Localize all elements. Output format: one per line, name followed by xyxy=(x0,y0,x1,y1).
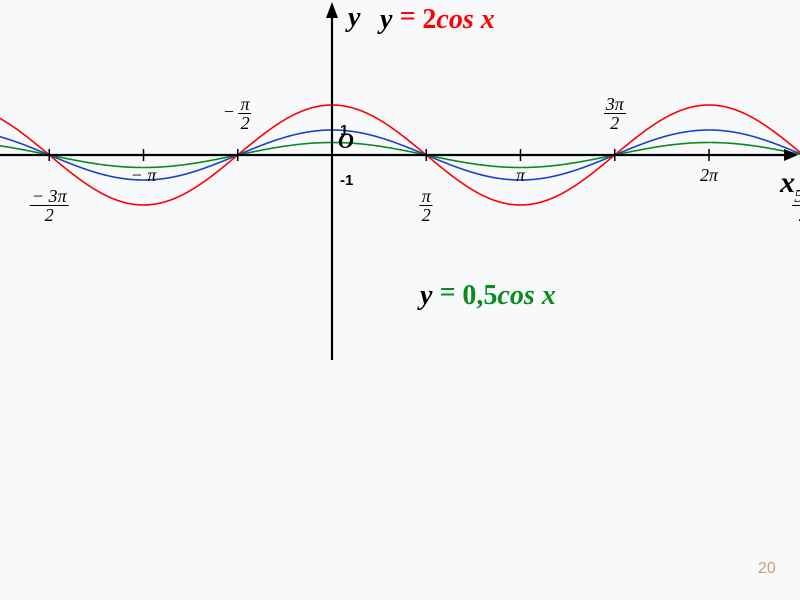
slide-number: 20 xyxy=(758,560,776,578)
equation-label: y = 0,5cos x xyxy=(420,280,556,312)
x-tick-label: π2 xyxy=(420,187,433,224)
x-tick-label: − π2 xyxy=(224,95,252,132)
chart-container: 1-1yxO − 3π2− π− π2π2π3π22π5π23π7π2y = 2… xyxy=(0,0,800,600)
cosine-chart: 1-1yxO xyxy=(0,0,800,600)
x-tick-label: 5π2 xyxy=(792,187,800,224)
y-axis-label: y xyxy=(345,2,361,33)
x-tick-label: − π xyxy=(131,165,157,186)
y-axis-arrow xyxy=(326,2,338,18)
y-tick-label: -1 xyxy=(340,172,353,189)
x-tick-label: 2π xyxy=(700,165,718,186)
x-tick-label: π xyxy=(516,165,525,186)
x-axis-arrow xyxy=(784,149,798,161)
equation-label: y = 2cos x xyxy=(380,4,495,36)
origin-axis-label: O xyxy=(338,128,354,153)
x-tick-label: − 3π2 xyxy=(30,187,69,224)
x-tick-label: 3π2 xyxy=(604,95,626,132)
